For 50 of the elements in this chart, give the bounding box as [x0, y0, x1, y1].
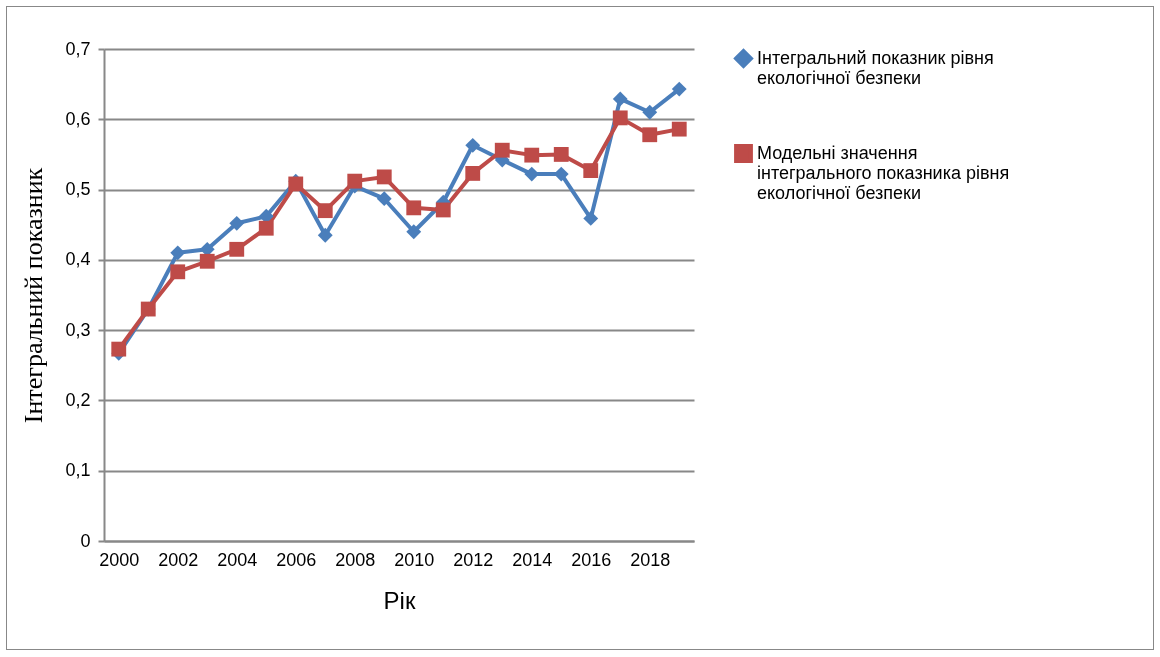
point — [494, 142, 510, 158]
point — [583, 210, 599, 226]
x-tick-label: 2018 — [630, 549, 671, 570]
point — [376, 191, 392, 207]
point — [671, 121, 687, 137]
x-tick-label: 2002 — [158, 549, 199, 570]
point — [258, 220, 274, 236]
point — [583, 163, 599, 179]
point — [524, 147, 540, 163]
y-tick-label: 0,4 — [65, 249, 91, 270]
x-tick-label: 2000 — [99, 549, 140, 570]
point — [229, 241, 245, 257]
y-tick-label: 0,5 — [65, 179, 91, 200]
point — [612, 91, 628, 107]
point — [170, 245, 186, 261]
y-tick-label: 0 — [80, 530, 91, 551]
point — [376, 169, 392, 185]
point — [435, 202, 451, 218]
point — [170, 264, 186, 280]
point — [642, 127, 658, 143]
x-axis-title: Рік — [383, 586, 416, 614]
y-tick-label: 0,1 — [65, 460, 91, 481]
x-tick-label: 2016 — [571, 549, 612, 570]
point — [317, 227, 333, 243]
point — [642, 104, 658, 120]
y-tick-label: 0,6 — [65, 108, 91, 129]
x-tick-label: 2010 — [394, 549, 435, 570]
x-tick-label: 2012 — [453, 549, 494, 570]
y-axis-title: Інтегральний показник — [19, 167, 49, 424]
point — [465, 137, 481, 153]
point — [317, 203, 333, 219]
x-tick-label: 2014 — [512, 549, 553, 570]
point — [111, 341, 127, 357]
x-tick-label: 2008 — [335, 549, 376, 570]
point — [199, 253, 215, 269]
legend-label: Модельні значення інтегрального показника рівня екологічної безпеки — [757, 142, 1010, 203]
y-tick-label: 0,3 — [65, 319, 91, 340]
legend-label: Інтегральний показник рівня екологічної безпеки — [757, 47, 994, 88]
point — [612, 110, 628, 126]
y-tick-label: 0,2 — [65, 389, 91, 410]
point — [406, 224, 422, 240]
point — [229, 215, 245, 231]
point — [347, 173, 363, 189]
y-tick-label: 0,7 — [65, 38, 91, 59]
point — [553, 147, 569, 162]
point — [465, 165, 481, 181]
point — [406, 200, 422, 216]
x-tick-label: 2004 — [217, 549, 258, 570]
point — [671, 81, 687, 97]
x-tick-label: 2006 — [276, 549, 317, 570]
